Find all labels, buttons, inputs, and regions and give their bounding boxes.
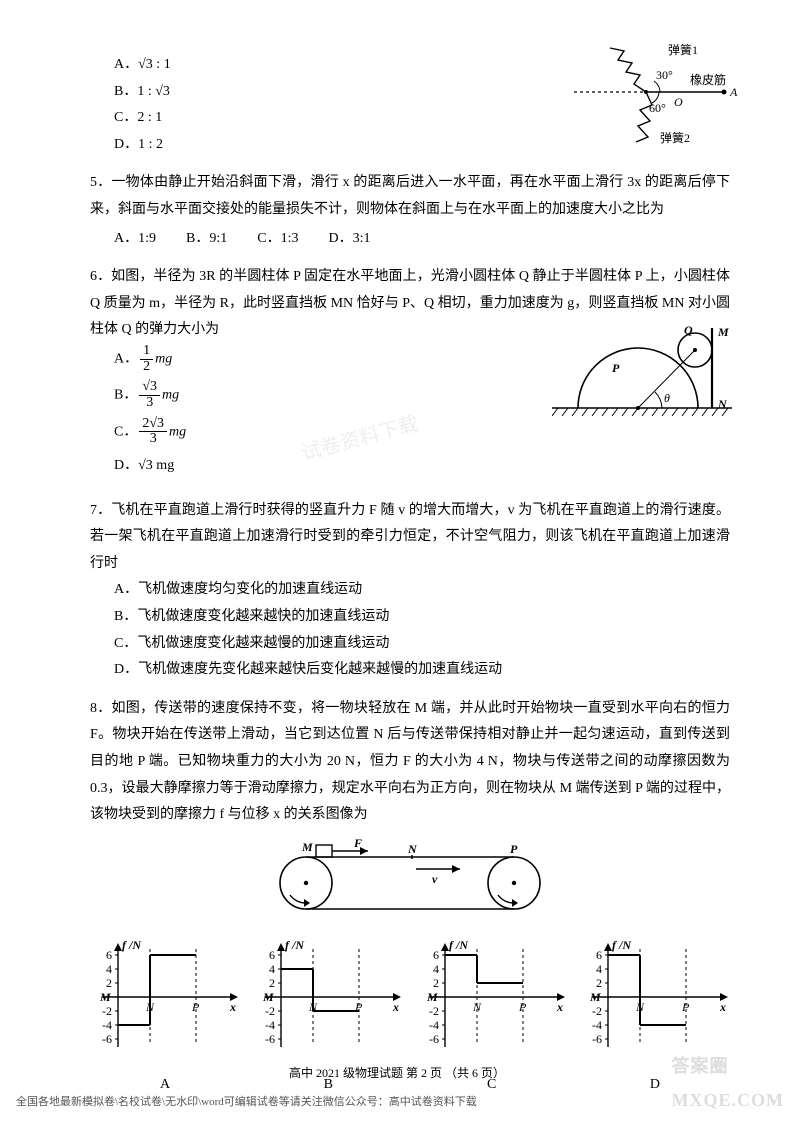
svg-text:-4: -4 [102, 1018, 112, 1032]
q7-opt-b: B．飞机做速度变化越来越快的加速直线运动 [114, 604, 389, 631]
svg-text:2: 2 [269, 976, 275, 990]
q5-num: 5． [90, 175, 111, 190]
svg-text:2: 2 [596, 976, 602, 990]
watermark-corner: 答案圈MXQE.COM [672, 1049, 784, 1117]
belt-diagram: F v M N P [90, 839, 730, 926]
svg-text:f /N: f /N [285, 938, 305, 952]
svg-text:2: 2 [433, 976, 439, 990]
angle-30-label: 30° [656, 68, 673, 82]
svg-text:f /N: f /N [122, 938, 142, 952]
svg-text:4: 4 [269, 962, 275, 976]
svg-text:-6: -6 [592, 1032, 602, 1046]
q7-opt-a: A．飞机做速度均匀变化的加速直线运动 [114, 577, 362, 604]
svg-text:-4: -4 [592, 1018, 602, 1032]
svg-text:x: x [392, 1000, 399, 1014]
q6-diagram: θ P Q M N [552, 320, 752, 431]
q5-opt-a: A．1:9 [114, 226, 156, 253]
svg-text:4: 4 [433, 962, 439, 976]
q8-num: 8． [90, 701, 112, 716]
svg-text:6: 6 [596, 948, 602, 962]
q5-opt-b: B．9:1 [186, 226, 227, 253]
q4-opt-a: A．√3 : 1 [114, 52, 171, 79]
F-label: F [353, 839, 362, 850]
spring2-label: 弹簧2 [660, 130, 690, 145]
q6-opt-a: A．12mg [114, 344, 334, 374]
q8: 8．如图，传送带的速度保持不变，将一物块轻放在 M 端，并从此时开始物块一直受到… [90, 696, 730, 1099]
svg-text:x: x [556, 1000, 563, 1014]
v-label: v [432, 872, 438, 886]
q4-opt-d: D．1 : 2 [114, 132, 163, 159]
q5-opt-d: D．3:1 [328, 226, 370, 253]
q4-opt-b: B．1 : √3 [114, 79, 170, 106]
svg-text:M: M [589, 990, 601, 1004]
svg-text:-6: -6 [265, 1032, 275, 1046]
belt-P-label: P [510, 842, 518, 856]
svg-text:f /N: f /N [612, 938, 632, 952]
N-label: N [717, 397, 728, 411]
svg-text:M: M [262, 990, 274, 1004]
q7-num: 7． [90, 503, 111, 518]
P-label: P [612, 361, 620, 375]
svg-text:f /N: f /N [449, 938, 469, 952]
svg-text:-2: -2 [592, 1004, 602, 1018]
q6-num: 6． [90, 269, 111, 284]
point-O-label: O [674, 95, 683, 109]
svg-text:4: 4 [596, 962, 602, 976]
rubber-label: 橡皮筋 [690, 72, 726, 87]
svg-text:x: x [719, 1000, 726, 1014]
q6-opt-d: D．√3 mg [114, 453, 334, 480]
q6: 6．如图，半径为 3R 的半圆柱体 P 固定在水平地面上，光滑小圆柱体 Q 静止… [90, 264, 730, 486]
belt-N-label: N [407, 842, 418, 856]
q6-opt-b: B．√33mg [114, 380, 334, 410]
svg-text:-4: -4 [265, 1018, 275, 1032]
theta-label: θ [664, 391, 670, 405]
q7-opt-c: C．飞机做速度变化越来越慢的加速直线运动 [114, 631, 389, 658]
q5-opt-c: C．1:3 [257, 226, 298, 253]
svg-text:4: 4 [106, 962, 112, 976]
q7-opt-d: D．飞机做速度先变化越来越快后变化越来越慢的加速直线运动 [114, 657, 502, 684]
svg-text:M: M [99, 990, 111, 1004]
svg-text:2: 2 [106, 976, 112, 990]
svg-text:-2: -2 [265, 1004, 275, 1018]
q5: 5．一物体由静止开始沿斜面下滑，滑行 x 的距离后进入一水平面，再在水平面上滑行… [90, 170, 730, 252]
svg-text:-2: -2 [102, 1004, 112, 1018]
svg-text:-2: -2 [429, 1004, 439, 1018]
svg-text:-6: -6 [102, 1032, 112, 1046]
q4-opt-c: C．2 : 1 [114, 105, 162, 132]
point-A-label: A [729, 85, 738, 99]
Q-label: Q [684, 323, 693, 337]
q7-text: 飞机在平直跑道上滑行时获得的竖直升力 F 随 v 的增大而增大，v 为飞机在平直… [90, 503, 730, 571]
bottom-note: 全国各地最新模拟卷\名校试卷\无水印\word可编辑试卷等请关注微信公众号：高中… [16, 1092, 477, 1113]
svg-text:6: 6 [106, 948, 112, 962]
q5-text: 一物体由静止开始沿斜面下滑，滑行 x 的距离后进入一水平面，再在水平面上滑行 3… [90, 175, 730, 217]
svg-text:x: x [229, 1000, 236, 1014]
angle-60-label: 60° [649, 101, 666, 115]
svg-text:-4: -4 [429, 1018, 439, 1032]
q8-text: 如图，传送带的速度保持不变，将一物块轻放在 M 端，并从此时开始物块一直受到水平… [90, 701, 730, 822]
svg-text:6: 6 [433, 948, 439, 962]
q4-diagram: 30° 60° O A 弹簧1 橡皮筋 弹簧2 [574, 42, 744, 163]
spring1-label: 弹簧1 [668, 42, 698, 57]
M-label: M [717, 325, 729, 339]
svg-text:M: M [426, 990, 438, 1004]
svg-text:-6: -6 [429, 1032, 439, 1046]
q7: 7．飞机在平直跑道上滑行时获得的竖直升力 F 随 v 的增大而增大，v 为飞机在… [90, 498, 730, 684]
svg-text:6: 6 [269, 948, 275, 962]
belt-M-label: M [301, 840, 313, 854]
